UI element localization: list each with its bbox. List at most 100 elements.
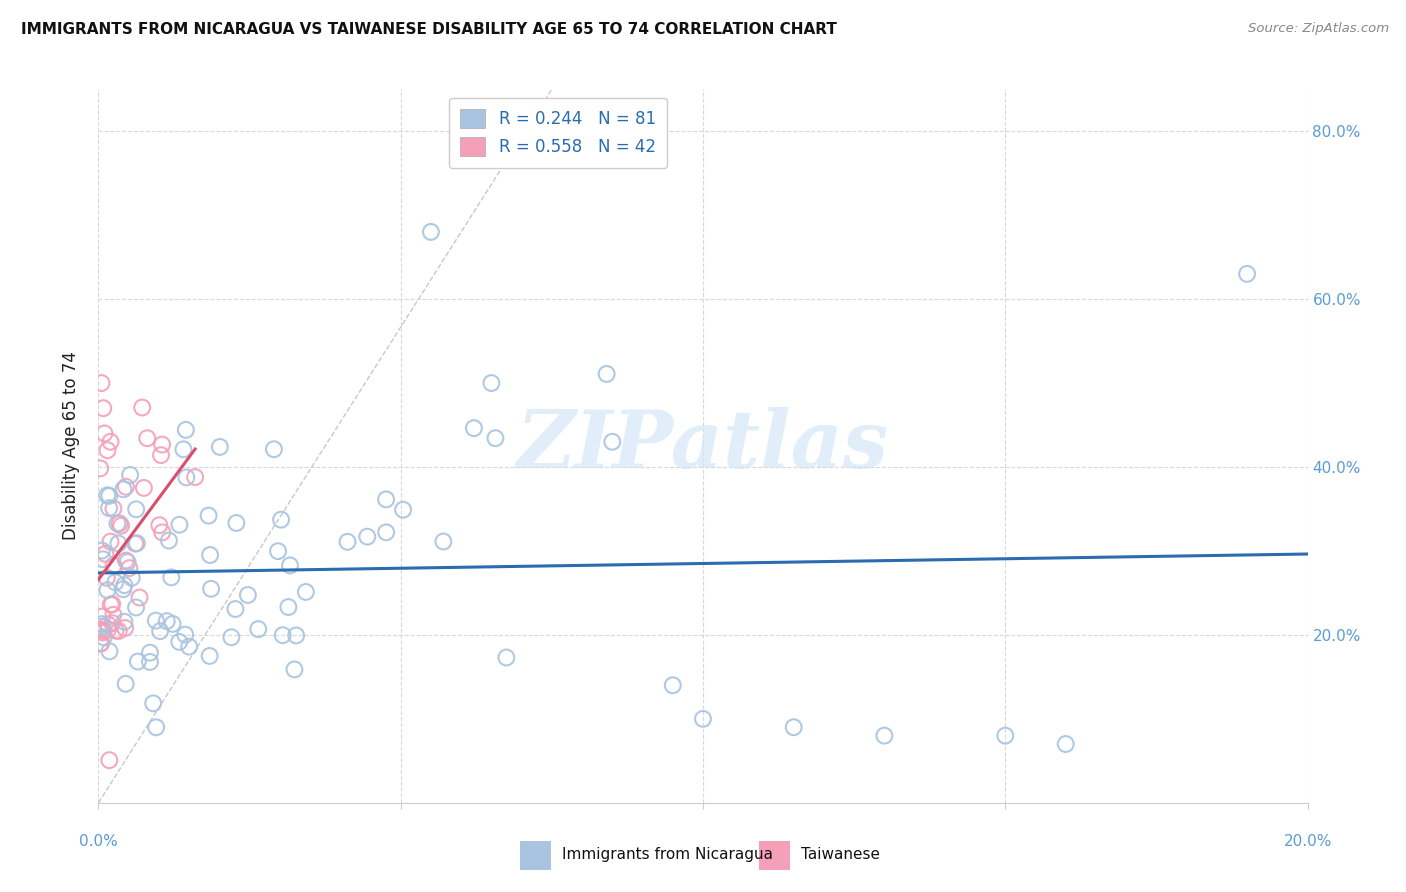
- Point: [150, 525, 173, 540]
- Point: [96, 488, 118, 502]
- Point: [100, 534, 122, 549]
- Point: [375, 525, 398, 540]
- Point: [103, 501, 125, 516]
- Point: [90, 376, 112, 390]
- Point: [125, 600, 148, 615]
- Point: [692, 712, 714, 726]
- Point: [90, 620, 112, 634]
- Point: [98, 501, 121, 516]
- Point: [225, 516, 247, 530]
- Point: [100, 598, 122, 612]
- Point: [179, 640, 201, 654]
- Point: [336, 534, 359, 549]
- Point: [174, 423, 197, 437]
- Point: [101, 616, 124, 631]
- Point: [271, 628, 294, 642]
- Point: [112, 578, 135, 592]
- Point: [463, 421, 485, 435]
- Text: Immigrants from Nicaragua: Immigrants from Nicaragua: [562, 847, 773, 862]
- Point: [602, 434, 624, 449]
- Point: [115, 480, 138, 494]
- Point: [145, 614, 167, 628]
- Point: [139, 655, 162, 669]
- Point: [93, 624, 115, 638]
- Point: [162, 616, 184, 631]
- Point: [124, 536, 146, 550]
- Legend: R = 0.244   N = 81, R = 0.558   N = 42: R = 0.244 N = 81, R = 0.558 N = 42: [449, 97, 668, 168]
- Point: [110, 518, 132, 533]
- Point: [90, 543, 112, 558]
- Point: [98, 753, 121, 767]
- Point: [96, 571, 118, 585]
- Point: [142, 696, 165, 710]
- Point: [128, 591, 150, 605]
- Point: [145, 720, 167, 734]
- Point: [94, 547, 117, 561]
- Point: [91, 401, 114, 416]
- Point: [247, 622, 270, 636]
- Point: [125, 502, 148, 516]
- Point: [148, 518, 170, 533]
- Point: [93, 631, 115, 645]
- Point: [356, 530, 378, 544]
- Point: [97, 617, 120, 632]
- Point: [174, 627, 197, 641]
- Point: [103, 607, 125, 622]
- Point: [150, 437, 173, 451]
- Point: [160, 570, 183, 584]
- Point: [420, 225, 443, 239]
- Point: [121, 571, 143, 585]
- Point: [295, 585, 318, 599]
- Point: [97, 623, 120, 637]
- Point: [783, 720, 806, 734]
- Point: [263, 442, 285, 457]
- Point: [89, 623, 111, 637]
- Point: [104, 575, 127, 590]
- Point: [90, 636, 112, 650]
- Point: [994, 729, 1017, 743]
- Point: [277, 600, 299, 615]
- Point: [208, 440, 231, 454]
- Point: [392, 502, 415, 516]
- Point: [136, 431, 159, 445]
- Point: [198, 648, 221, 663]
- Point: [112, 582, 135, 597]
- Point: [96, 583, 118, 598]
- Point: [157, 533, 180, 548]
- Point: [172, 442, 194, 457]
- Point: [98, 644, 121, 658]
- Point: [595, 367, 617, 381]
- Point: [107, 536, 129, 550]
- Point: [1236, 267, 1258, 281]
- Point: [176, 470, 198, 484]
- Point: [132, 481, 155, 495]
- Point: [662, 678, 685, 692]
- Point: [91, 609, 114, 624]
- Point: [432, 534, 454, 549]
- Point: [198, 548, 221, 562]
- Point: [169, 517, 191, 532]
- Text: 20.0%: 20.0%: [1284, 834, 1331, 849]
- Point: [184, 470, 207, 484]
- Point: [150, 448, 173, 462]
- Text: ZIPatlas: ZIPatlas: [517, 408, 889, 484]
- Point: [1054, 737, 1077, 751]
- Point: [169, 635, 191, 649]
- Point: [221, 630, 243, 644]
- Text: 0.0%: 0.0%: [79, 834, 118, 849]
- Point: [267, 544, 290, 558]
- Point: [108, 516, 131, 531]
- Point: [89, 461, 111, 475]
- Point: [96, 443, 118, 458]
- Point: [375, 492, 398, 507]
- Point: [93, 426, 115, 441]
- Point: [101, 597, 124, 611]
- Point: [278, 558, 301, 573]
- Point: [100, 434, 122, 449]
- Y-axis label: Disability Age 65 to 74: Disability Age 65 to 74: [62, 351, 80, 541]
- Point: [91, 625, 114, 640]
- Text: Taiwanese: Taiwanese: [801, 847, 880, 862]
- Point: [127, 655, 149, 669]
- Point: [197, 508, 219, 523]
- Point: [90, 617, 112, 632]
